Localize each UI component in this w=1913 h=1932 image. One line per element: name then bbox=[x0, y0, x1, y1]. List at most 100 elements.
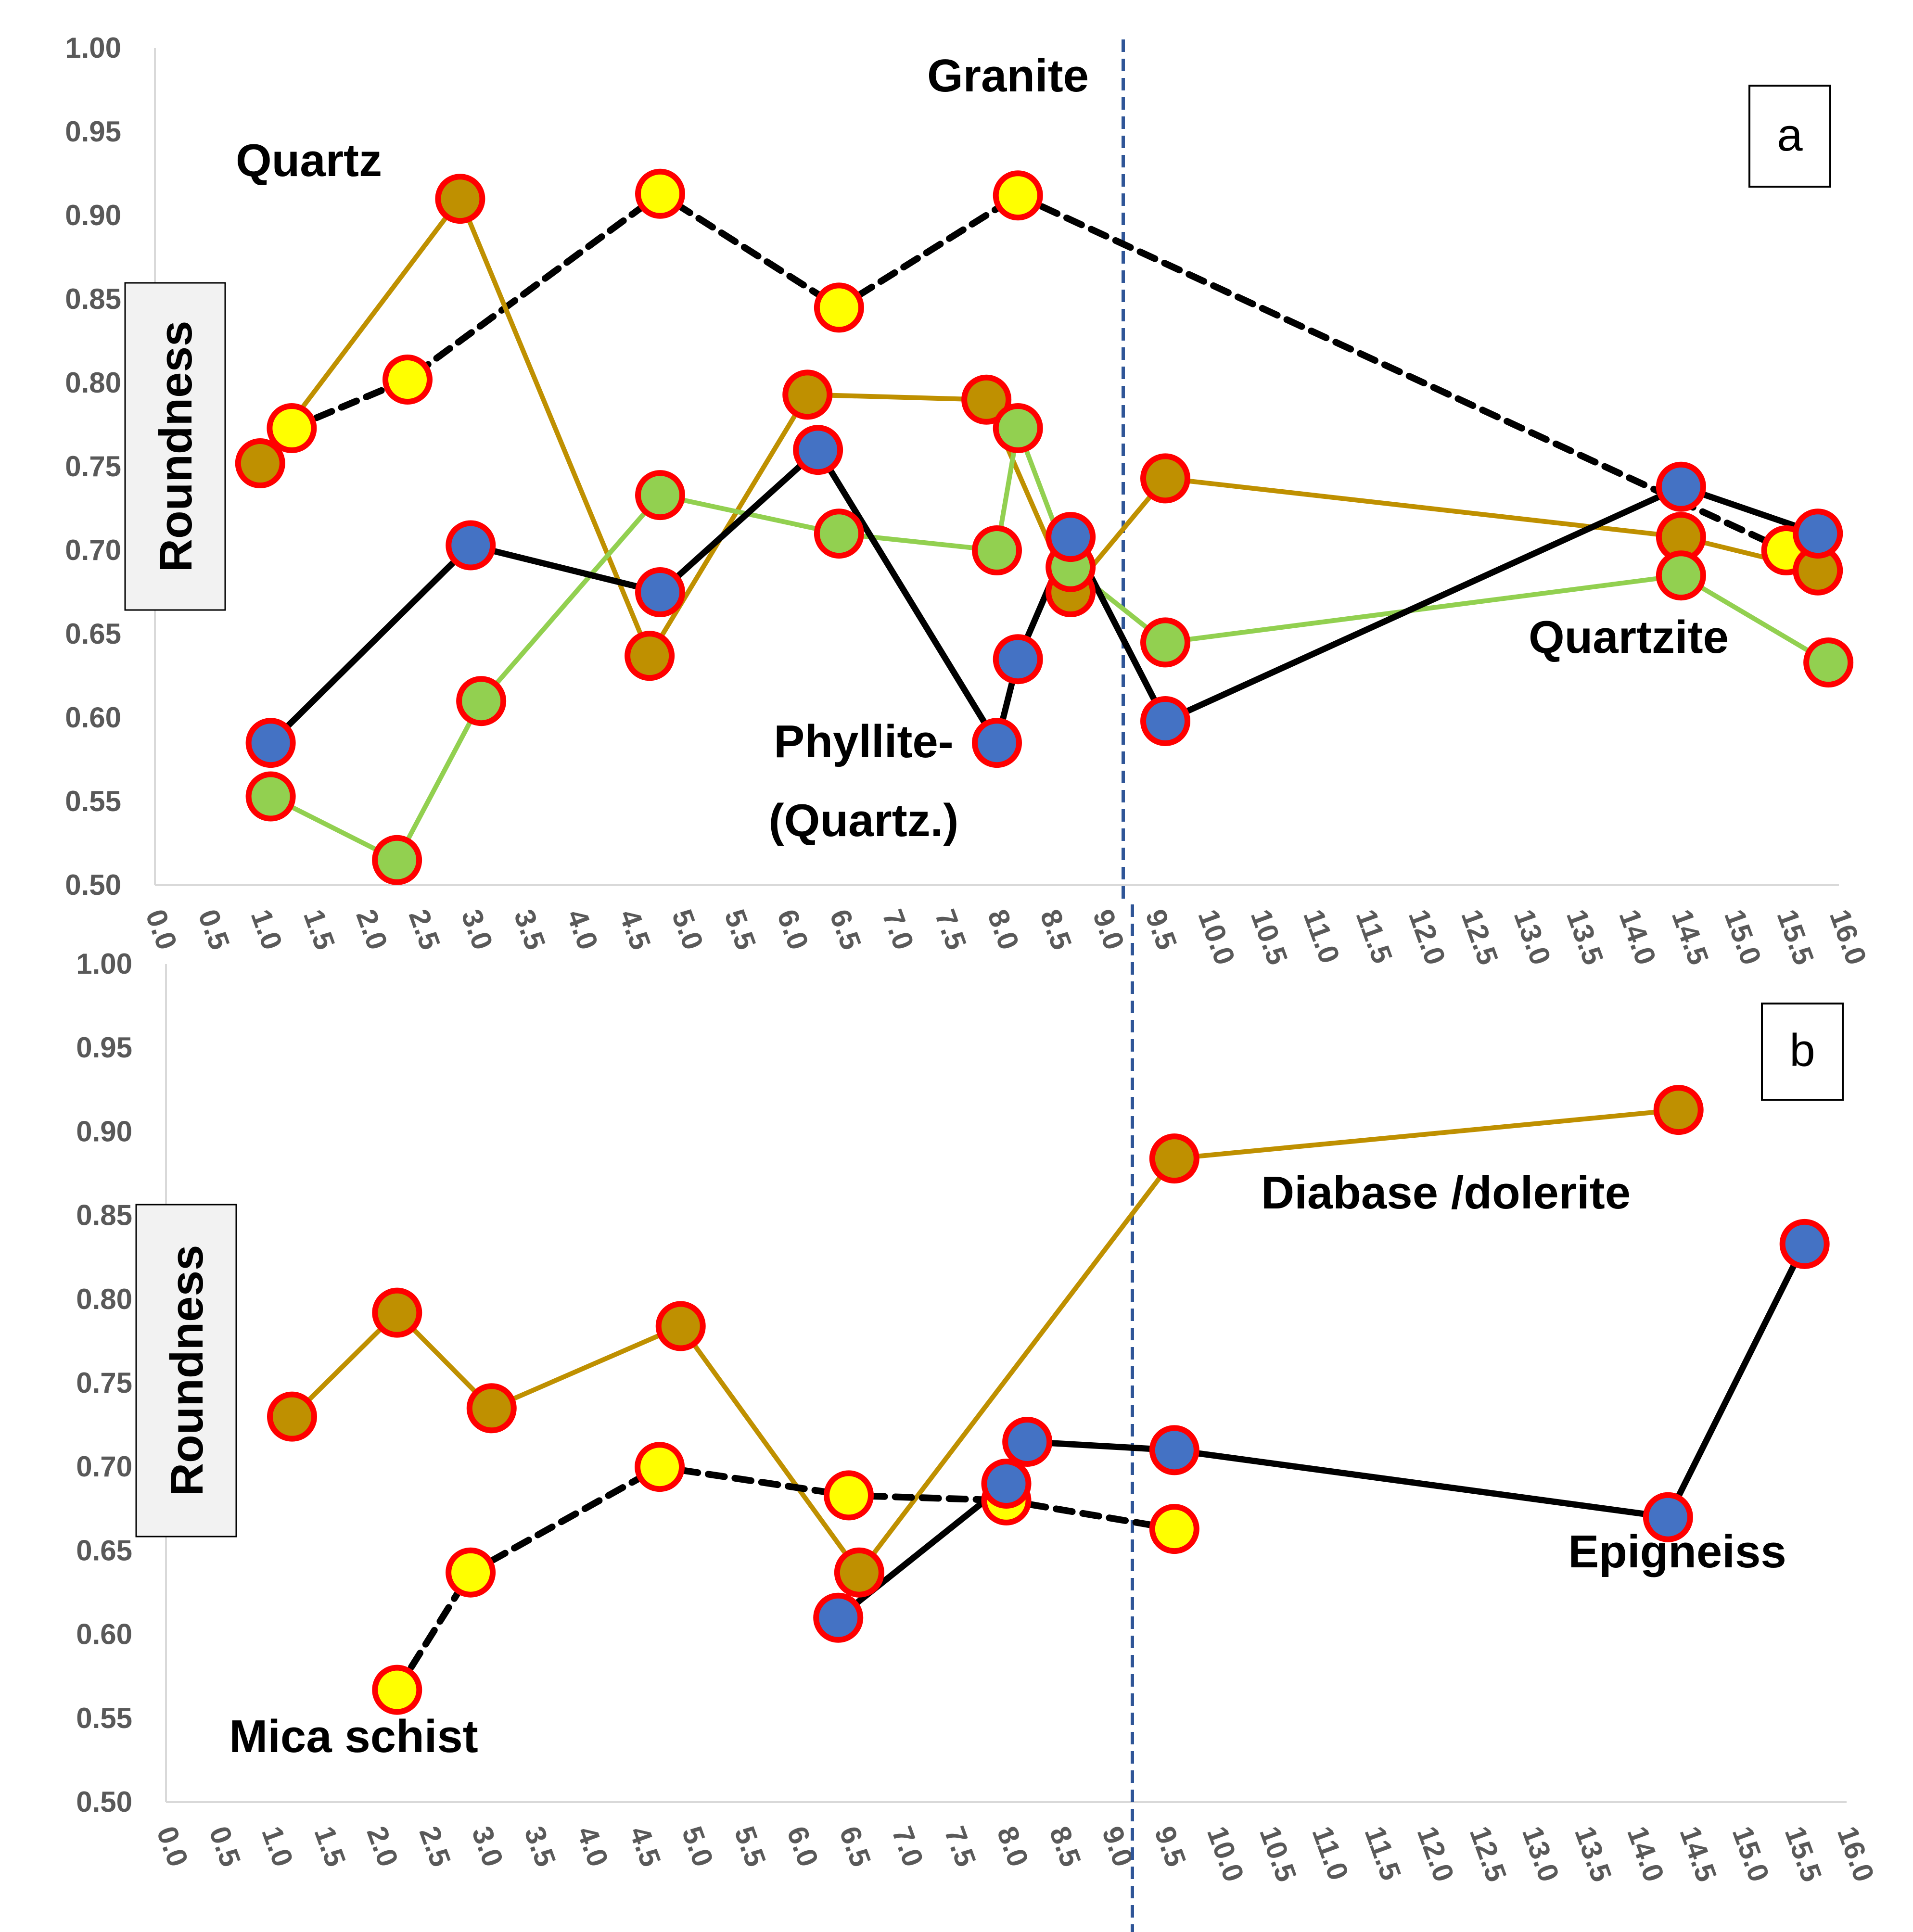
data-point-3 bbox=[814, 508, 864, 559]
y-tick-label: 1.00 bbox=[65, 32, 121, 64]
x-tick-label: 15.5 bbox=[1779, 1822, 1828, 1886]
panel-label-box bbox=[1761, 1003, 1844, 1101]
y-tick-label: 0.75 bbox=[76, 1367, 132, 1399]
series-line-4 bbox=[268, 446, 1821, 746]
x-tick-label: 9.5 bbox=[1148, 1822, 1192, 1871]
y-tick-label: 0.50 bbox=[76, 1786, 132, 1818]
x-tick-label: 10.5 bbox=[1245, 905, 1294, 969]
y-tick-label: 1.00 bbox=[76, 948, 132, 980]
x-tick-label: 1.0 bbox=[245, 905, 289, 954]
data-point-3 bbox=[1643, 1492, 1693, 1542]
x-tick-label: 0.0 bbox=[151, 1822, 194, 1871]
x-tick-label: 10.5 bbox=[1253, 1822, 1303, 1886]
x-tick-label: 14.5 bbox=[1666, 905, 1715, 969]
data-point-3 bbox=[972, 525, 1022, 575]
data-point-3 bbox=[813, 1592, 864, 1643]
data-point-2 bbox=[1149, 1504, 1199, 1554]
data-point-4 bbox=[993, 634, 1043, 685]
x-tick-label: 1.5 bbox=[308, 1822, 352, 1871]
data-point-4 bbox=[972, 718, 1022, 768]
data-point-2 bbox=[372, 1665, 422, 1715]
y-tick-label: 0.80 bbox=[65, 367, 121, 399]
y-tick-label: 0.90 bbox=[65, 199, 121, 231]
data-point-3 bbox=[456, 676, 507, 726]
x-tick-label: 8.5 bbox=[1034, 905, 1078, 954]
x-tick-label: 12.0 bbox=[1403, 905, 1452, 969]
data-point-3 bbox=[1803, 637, 1854, 688]
data-point-3 bbox=[635, 470, 685, 521]
data-point-1 bbox=[372, 1287, 422, 1338]
y-tick-label: 0.90 bbox=[76, 1115, 132, 1147]
data-point-3 bbox=[981, 1459, 1032, 1509]
ylabel-box bbox=[135, 1204, 237, 1538]
data-point-1 bbox=[383, 355, 433, 405]
x-tick-label: 13.0 bbox=[1516, 1822, 1566, 1886]
panel-label-box bbox=[1748, 85, 1831, 188]
ylabel-box bbox=[124, 282, 226, 611]
panel-a: 0.50 0.55 0.60 0.65 0.70 0.75 0.80 0.85 0.90 0.95… bbox=[65, 32, 1873, 969]
x-tick-label: 10.0 bbox=[1192, 905, 1241, 969]
data-point-3 bbox=[993, 403, 1043, 453]
x-tick-label: 12.5 bbox=[1464, 1822, 1513, 1886]
y-tick-label: 0.95 bbox=[65, 115, 121, 148]
data-point-2 bbox=[435, 174, 485, 224]
annotation-label: Mica schist bbox=[229, 1711, 478, 1762]
y-tick-label: 0.55 bbox=[65, 785, 121, 817]
data-point-1 bbox=[466, 1383, 517, 1434]
x-tick-label: 11.0 bbox=[1306, 1822, 1355, 1885]
y-tick-label: 0.80 bbox=[76, 1283, 132, 1315]
x-tick-label: 16.0 bbox=[1824, 905, 1873, 969]
x-tick-label: 4.5 bbox=[613, 905, 657, 954]
data-point-3 bbox=[1779, 1219, 1830, 1269]
x-tick-label: 3.5 bbox=[508, 905, 551, 954]
x-tick-label: 0.5 bbox=[192, 905, 236, 954]
y-axis-label: Roundness bbox=[150, 321, 202, 572]
x-tick-label: 6.0 bbox=[781, 1822, 825, 1871]
data-point-3 bbox=[1656, 550, 1706, 601]
y-tick-label: 0.55 bbox=[76, 1702, 132, 1734]
x-tick-label: 6.0 bbox=[771, 905, 815, 954]
annotation-label: Quartz bbox=[236, 135, 382, 186]
x-tick-label: 9.0 bbox=[1087, 905, 1131, 954]
panel-b: 0.50 0.55 0.60 0.65 0.70 0.75 0.80 0.85 0.90 0.95… bbox=[76, 904, 1881, 1932]
x-tick-label: 15.5 bbox=[1771, 905, 1820, 969]
x-tick-label: 8.0 bbox=[982, 905, 1025, 954]
x-tick-label: 1.5 bbox=[297, 905, 341, 954]
x-tick-label: 5.0 bbox=[676, 1822, 719, 1871]
x-tick-label: 4.5 bbox=[623, 1822, 667, 1871]
x-tick-label: 7.5 bbox=[938, 1822, 982, 1871]
panel-label: b bbox=[1789, 1025, 1815, 1076]
x-tick-label: 5.0 bbox=[666, 905, 710, 954]
y-tick-label: 0.70 bbox=[65, 534, 121, 566]
x-tick-label: 2.0 bbox=[360, 1822, 404, 1871]
data-point-4 bbox=[245, 718, 296, 768]
data-point-2 bbox=[625, 631, 675, 681]
x-tick-label: 9.5 bbox=[1139, 905, 1183, 954]
x-tick-label: 7.0 bbox=[876, 905, 920, 954]
series-line-1 bbox=[288, 190, 1790, 554]
data-point-4 bbox=[446, 520, 496, 571]
x-tick-label: 2.5 bbox=[403, 905, 446, 954]
x-tick-label: 5.5 bbox=[718, 905, 762, 954]
x-tick-label: 12.5 bbox=[1455, 905, 1505, 969]
data-point-1 bbox=[1653, 1085, 1704, 1135]
data-point-4 bbox=[635, 567, 685, 617]
data-point-1 bbox=[267, 1391, 317, 1442]
annotation-label: Quartzite bbox=[1529, 611, 1729, 663]
x-tick-label: 10.0 bbox=[1201, 1822, 1250, 1886]
x-tick-label: 3.5 bbox=[518, 1822, 562, 1871]
y-tick-label: 0.60 bbox=[76, 1618, 132, 1651]
data-point-4 bbox=[1046, 512, 1096, 562]
data-point-1 bbox=[267, 403, 317, 453]
data-point-1 bbox=[993, 170, 1043, 221]
data-point-3 bbox=[1149, 1425, 1199, 1475]
x-tick-label: 14.0 bbox=[1621, 1822, 1671, 1886]
data-point-2 bbox=[1140, 453, 1190, 504]
data-point-3 bbox=[245, 771, 296, 822]
y-tick-label: 0.50 bbox=[65, 869, 121, 901]
data-point-4 bbox=[793, 425, 843, 475]
x-tick-label: 11.0 bbox=[1297, 905, 1346, 968]
x-tick-label: 3.0 bbox=[455, 905, 499, 954]
data-point-2 bbox=[635, 1442, 685, 1492]
